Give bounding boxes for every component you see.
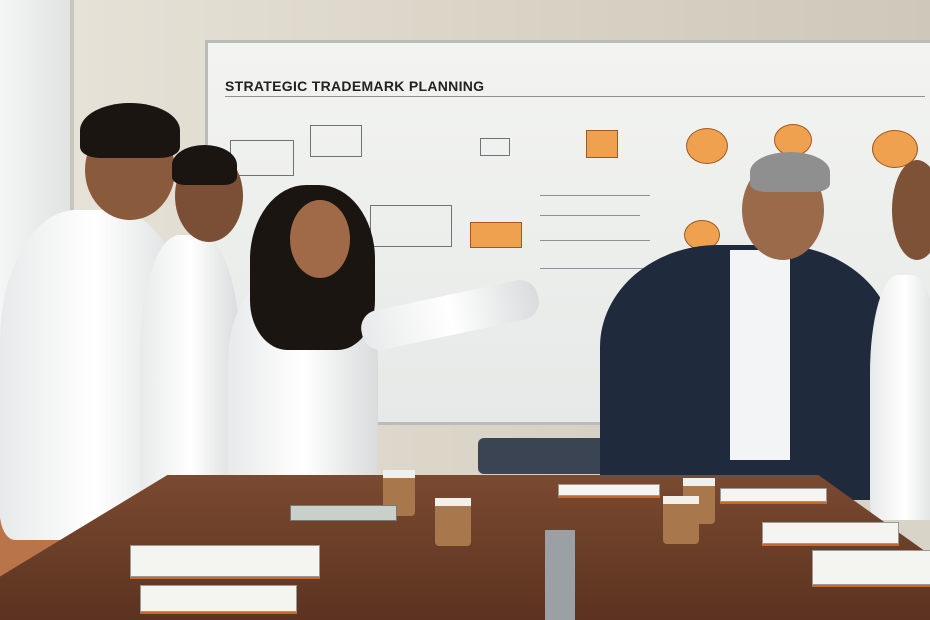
text-line bbox=[540, 268, 650, 269]
person-left-hair bbox=[80, 103, 180, 158]
table-power-strip bbox=[545, 530, 575, 620]
whiteboard-title: STRATEGIC TRADEMARK PLANNING bbox=[225, 78, 485, 94]
divider bbox=[225, 96, 925, 97]
notebook bbox=[812, 550, 930, 585]
document-tray bbox=[290, 505, 397, 521]
notebook bbox=[140, 585, 297, 612]
text-line bbox=[540, 215, 640, 216]
person-suit-hair bbox=[750, 152, 830, 192]
diagram-box bbox=[370, 205, 452, 247]
person-right-head bbox=[892, 160, 930, 260]
diagram-box bbox=[230, 140, 294, 176]
notebook bbox=[130, 545, 320, 577]
person-suit-shirt bbox=[730, 250, 790, 460]
coffee-cup bbox=[663, 496, 699, 544]
notebook bbox=[762, 522, 899, 544]
notebook bbox=[720, 488, 827, 502]
diagram-highlight bbox=[586, 130, 618, 158]
coffee-cup bbox=[435, 498, 471, 546]
diagram-highlight bbox=[470, 222, 522, 248]
diagram-node bbox=[686, 128, 728, 164]
notebook bbox=[558, 484, 660, 496]
diagram-box bbox=[480, 138, 510, 156]
diagram-node bbox=[774, 124, 812, 156]
text-line bbox=[540, 240, 650, 241]
person-woman-head bbox=[290, 200, 350, 278]
person-second-hair bbox=[172, 145, 237, 185]
diagram-box bbox=[310, 125, 362, 157]
person-right-coat bbox=[870, 275, 930, 520]
text-line bbox=[540, 195, 650, 196]
